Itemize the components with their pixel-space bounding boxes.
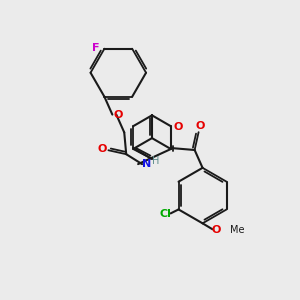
Text: N: N	[142, 159, 152, 169]
Text: Me: Me	[230, 225, 245, 235]
Text: O: O	[173, 122, 182, 132]
Text: O: O	[114, 110, 123, 120]
Text: O: O	[196, 121, 205, 131]
Text: F: F	[92, 43, 99, 53]
Text: O: O	[212, 225, 221, 235]
Text: Cl: Cl	[160, 209, 172, 219]
Text: O: O	[98, 144, 107, 154]
Text: H: H	[152, 156, 160, 166]
